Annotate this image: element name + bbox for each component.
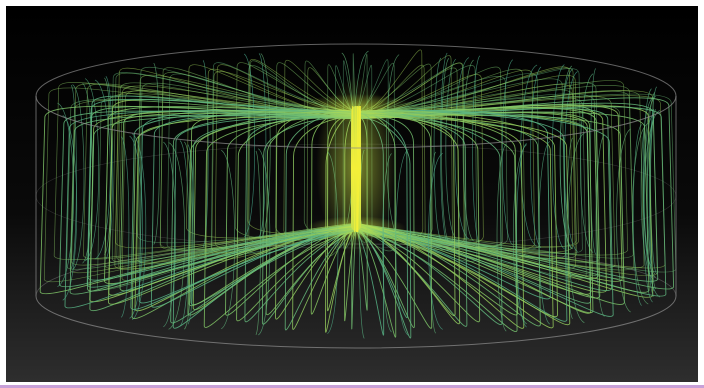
- streamline: [221, 149, 235, 330]
- streamline: [649, 108, 655, 292]
- streamline: [445, 58, 457, 239]
- streamline: [567, 132, 585, 324]
- streamline: [255, 150, 261, 336]
- streamline: [462, 59, 474, 242]
- streamline: [496, 143, 507, 332]
- streamline: [355, 65, 478, 262]
- streamline: [70, 84, 77, 269]
- streamline: [214, 64, 357, 250]
- streamline-visualization: [6, 6, 698, 382]
- bottom-accent-line: [0, 385, 704, 388]
- streamline: [530, 66, 542, 249]
- streamline: [632, 123, 649, 305]
- streamline: [39, 105, 357, 295]
- streamline: [355, 110, 551, 300]
- streamline: [72, 84, 85, 271]
- streamline: [355, 68, 583, 255]
- streamline: [355, 112, 519, 316]
- streamline: [179, 140, 189, 327]
- streamline: [551, 64, 565, 250]
- streamline: [650, 86, 657, 275]
- streamline: [566, 137, 573, 319]
- streamline: [433, 57, 442, 240]
- streamline: [105, 76, 114, 260]
- streamline: [538, 141, 550, 325]
- streamline: [186, 64, 357, 239]
- streamline: [355, 116, 554, 329]
- streamline: [632, 124, 642, 306]
- streamline: [580, 73, 594, 253]
- streamline: [440, 52, 448, 243]
- streamline: [163, 141, 176, 328]
- streamline: [642, 115, 653, 303]
- streamline: [153, 62, 160, 245]
- streamline: [472, 55, 481, 245]
- streamline: [355, 114, 461, 325]
- streamline: [129, 135, 143, 319]
- streamline: [71, 83, 357, 266]
- streamline: [355, 110, 559, 318]
- streamline: [184, 141, 193, 330]
- streamline: [355, 105, 654, 298]
- streamline: [94, 79, 111, 260]
- streamline: [513, 144, 528, 325]
- streamline: [355, 111, 594, 314]
- streamline: [137, 67, 357, 244]
- streamline: [87, 95, 357, 281]
- streamline: [203, 117, 357, 328]
- streamline: [138, 109, 357, 304]
- streamline: [210, 62, 357, 257]
- streamline: [168, 142, 185, 330]
- streamline: [595, 134, 605, 317]
- streamline: [395, 148, 409, 336]
- streamlines-front: [39, 95, 675, 339]
- streamline: [355, 93, 677, 273]
- streamline: [190, 117, 357, 305]
- streamline: [57, 102, 74, 288]
- streamline: [355, 111, 568, 322]
- streamline: [187, 144, 195, 325]
- cylinder-front-outline: [35, 95, 677, 349]
- streamline: [62, 115, 78, 301]
- streamline: [131, 133, 147, 320]
- streamline: [355, 115, 518, 333]
- streamline: [59, 110, 357, 288]
- streamline: [649, 109, 657, 290]
- streamline: [646, 120, 655, 297]
- vortex-core: [296, 76, 416, 256]
- streamline: [616, 128, 631, 313]
- streamline: [188, 111, 357, 307]
- streamline: [258, 148, 271, 336]
- streamline: [428, 152, 443, 330]
- streamline: [355, 114, 625, 305]
- streamline: [441, 57, 450, 243]
- streamline: [355, 111, 503, 325]
- streamline: [454, 57, 470, 240]
- streamline: [429, 151, 436, 334]
- streamline: [120, 136, 130, 318]
